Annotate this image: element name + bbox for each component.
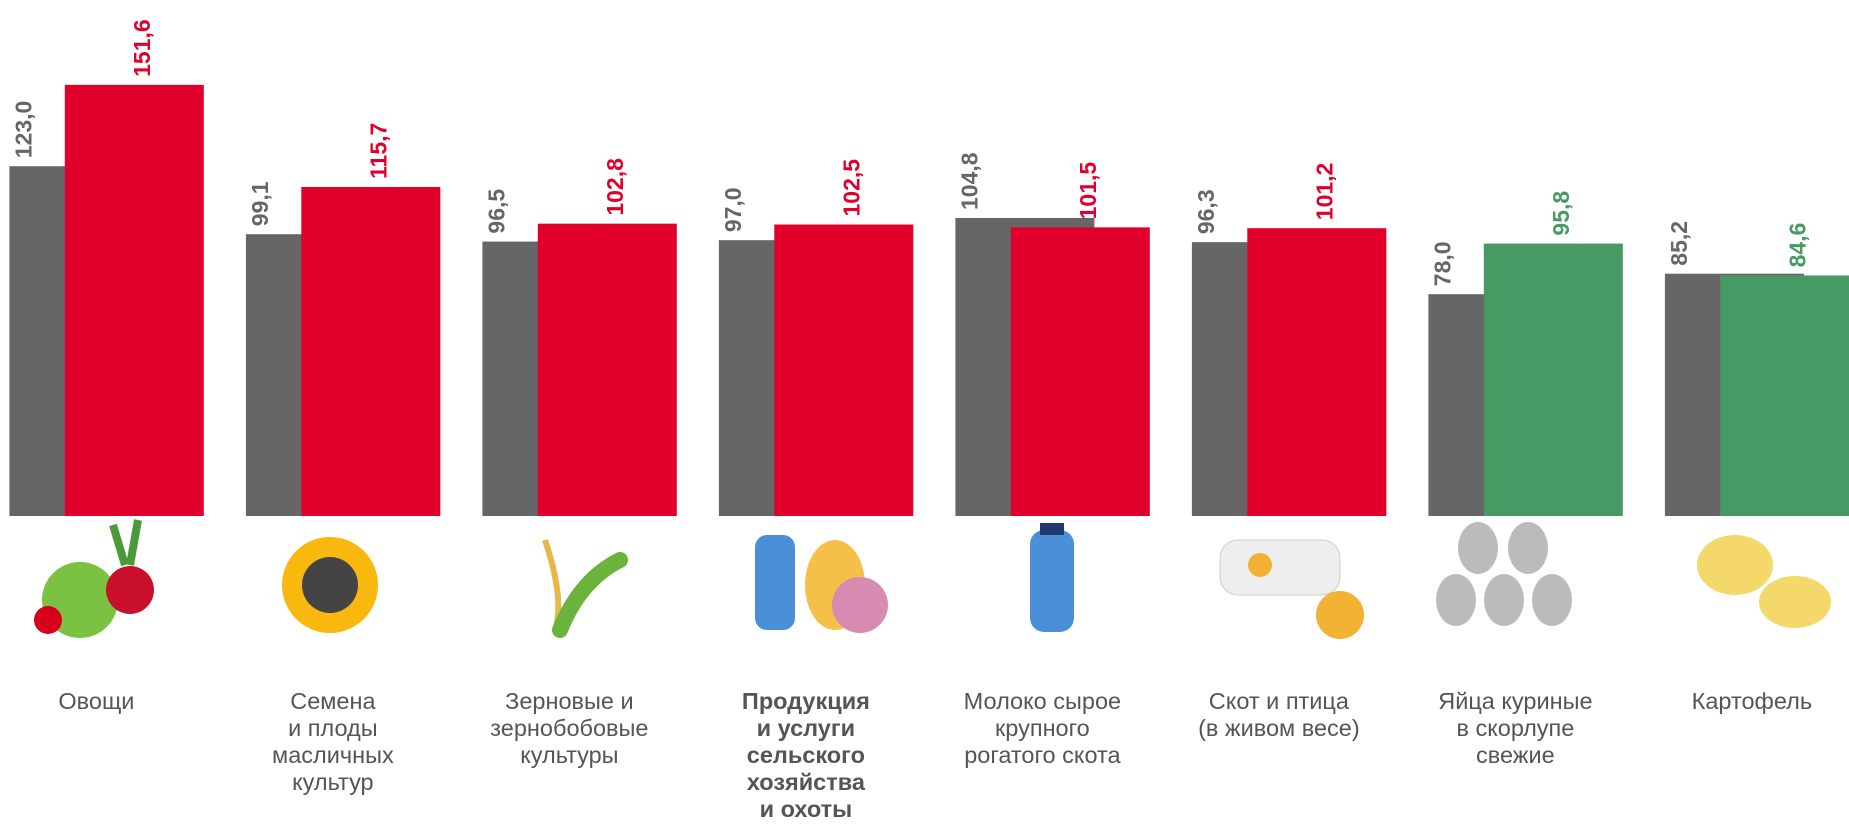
- category-label: Продукция и услуги сельского хозяйства и…: [741, 688, 870, 822]
- category-label: Яйца куриные в скорлупе свежие: [1438, 688, 1593, 768]
- icon-eggs: [1436, 522, 1572, 626]
- bar: [301, 186, 441, 516]
- value-label: 151,6: [129, 19, 155, 77]
- bar: [64, 84, 204, 516]
- icon-production: [755, 535, 888, 633]
- icon-livestock: [1219, 539, 1364, 639]
- value-label: 85,2: [1666, 221, 1692, 266]
- value-label: 96,5: [483, 189, 509, 234]
- bar: [1483, 243, 1623, 516]
- category-label: Молоко сырое крупного рогатого скота: [963, 688, 1122, 768]
- value-label: 95,8: [1548, 191, 1574, 236]
- icon-milk: [1030, 523, 1074, 632]
- category-label: Семена и плоды масличных культур: [272, 688, 394, 795]
- icon-potato: [1697, 535, 1831, 628]
- value-label: 102,5: [838, 159, 864, 217]
- category-label: Скот и птица (в живом весе): [1198, 688, 1360, 741]
- bar: [537, 223, 677, 516]
- value-label: 101,5: [1075, 162, 1101, 220]
- icons: [34, 519, 1831, 639]
- icon-sunflower: [282, 537, 378, 633]
- value-label: 115,7: [365, 123, 391, 179]
- bar: [1247, 228, 1387, 516]
- icon-grain: [542, 539, 628, 638]
- bar: [774, 224, 914, 516]
- bar: [1720, 275, 1849, 516]
- value-label: 123,0: [10, 101, 36, 159]
- bar: [1010, 227, 1150, 516]
- category-label: Зерновые и зернобобовые культуры: [490, 688, 649, 768]
- value-label: 104,8: [956, 152, 982, 210]
- value-label: 99,1: [247, 181, 273, 226]
- category-label: Картофель: [1691, 688, 1813, 714]
- value-label: 78,0: [1429, 241, 1455, 286]
- category-label: Овощи: [58, 688, 135, 714]
- value-label: 84,6: [1784, 223, 1810, 268]
- value-label: 97,0: [720, 187, 746, 232]
- value-label: 96,3: [1193, 189, 1219, 234]
- icon-vegetables: [34, 519, 154, 638]
- value-label: 101,2: [1311, 163, 1337, 221]
- value-label: 102,8: [602, 158, 628, 216]
